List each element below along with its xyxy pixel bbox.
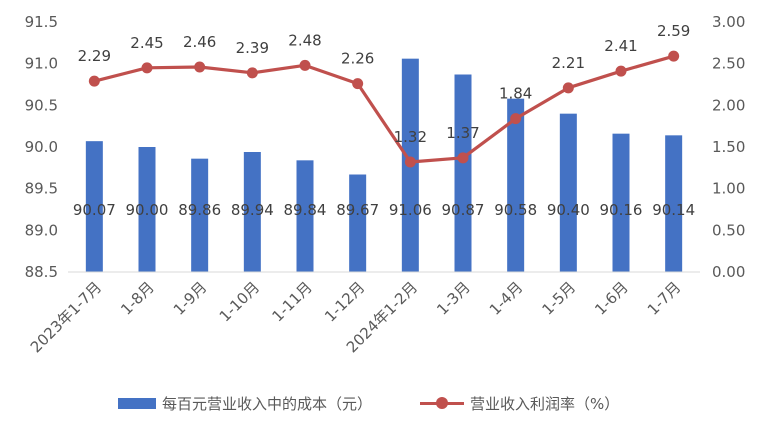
legend-item-margin: 营业收入利润率（%）: [420, 388, 619, 418]
x-axis-tick-label: 1-6月: [591, 278, 632, 319]
bar: [349, 174, 367, 272]
bar: [191, 158, 209, 272]
bar: [85, 141, 103, 272]
line-point: [510, 113, 522, 125]
line-value-label: 2.39: [236, 39, 269, 57]
right-axis-tick-label: 1.50: [712, 138, 745, 156]
legend-label-margin: 营业收入利润率（%）: [470, 394, 620, 413]
bar-value-label: 89.67: [336, 201, 379, 219]
chart-svg: 88.5 89.0 89.5 90.0 90.5 91.0 91.5 0.00 0.50 1.0…: [25, 13, 746, 356]
x-axis-tick-label: 1-8月: [117, 278, 158, 319]
line-value-label: 2.46: [183, 33, 216, 51]
bar: [243, 152, 261, 272]
line-value-label: 2.21: [552, 54, 585, 72]
line-labels-group: 2.29 2.45 2.46 2.39 2.48 2.26 1.32 1.37 1.84 2.21…: [78, 22, 691, 146]
line-series-path: [93, 54, 675, 164]
left-axis-tick-label: 89.5: [25, 180, 58, 198]
bar-value-label: 90.87: [442, 201, 485, 219]
bar-value-label: 90.07: [73, 201, 116, 219]
line-value-label: 2.45: [130, 34, 163, 52]
legend-label-cost: 每百元营业收入中的成本（元）: [162, 394, 373, 413]
bar: [665, 135, 683, 272]
bar: [507, 98, 525, 273]
legend-line-swatch: [420, 396, 464, 410]
right-axis-tick-label: 1.00: [712, 180, 745, 198]
x-axis-tick-label: 1-11月: [268, 278, 315, 325]
bars-group: [85, 58, 683, 273]
line-point: [299, 59, 311, 71]
left-axis-tick-label: 90.5: [25, 96, 58, 114]
bar-labels-group: 90.07 90.00 89.86 89.94 89.84 89.67 91.06 90.87…: [73, 201, 695, 219]
line-value-label: 2.48: [288, 31, 321, 49]
line-value-label: 1.32: [394, 128, 427, 146]
bar-value-label: 89.86: [178, 201, 221, 219]
x-axis-ticks: 2023年1-7月 1-8月 1-9月 1-10月 1-11月 1-12月2024年1-2…: [27, 278, 685, 356]
x-axis-tick-label: 1-12月: [321, 278, 368, 325]
bar: [296, 160, 314, 272]
bar-value-label: 89.84: [284, 201, 327, 219]
x-axis-tick-label: 1-3月: [433, 278, 474, 319]
x-axis-tick-label: 1-4月: [486, 278, 527, 319]
bar: [138, 147, 156, 272]
line-point: [141, 62, 153, 74]
right-axis-ticks: 0.00 0.50 1.00 1.50 2.00 2.50 3.00: [712, 13, 745, 281]
bar: [559, 113, 577, 273]
line-point: [404, 156, 416, 168]
x-axis-tick-label: 1-7月: [644, 278, 685, 319]
left-axis-tick-label: 91.5: [25, 13, 58, 31]
x-axis-tick-label: 1-9月: [170, 278, 211, 319]
line-value-label: 2.59: [657, 22, 690, 40]
bar-value-label: 90.16: [600, 201, 643, 219]
bar-value-label: 90.14: [652, 201, 695, 219]
line-point: [352, 78, 364, 90]
bar-value-label: 89.94: [231, 201, 274, 219]
left-axis-tick-label: 90.0: [25, 138, 58, 156]
bar: [612, 133, 630, 272]
legend: 每百元营业收入中的成本（元） 营业收入利润率（%）: [0, 388, 760, 418]
line-point: [457, 152, 469, 164]
left-axis-ticks: 88.5 89.0 89.5 90.0 90.5 91.0 91.5: [25, 13, 58, 281]
right-axis-tick-label: 2.00: [712, 96, 745, 114]
bar-value-label: 91.06: [389, 201, 432, 219]
line-point: [615, 65, 627, 77]
bar-value-label: 90.40: [547, 201, 590, 219]
line-point: [668, 50, 680, 62]
line-point: [562, 82, 574, 94]
line-value-label: 2.29: [78, 47, 111, 65]
line-point: [88, 75, 100, 87]
line-value-label: 1.84: [499, 85, 532, 103]
x-axis-tick-label: 1-10月: [216, 278, 263, 325]
right-axis-tick-label: 0.50: [712, 221, 745, 239]
right-axis-tick-label: 3.00: [712, 13, 745, 31]
line-value-label: 2.41: [604, 37, 637, 55]
legend-bar-swatch: [118, 397, 156, 409]
bar-value-label: 90.00: [126, 201, 169, 219]
x-axis-tick-label: 1-5月: [539, 278, 580, 319]
line-series-group: [88, 50, 680, 168]
bar-value-label: 90.58: [494, 201, 537, 219]
left-axis-tick-label: 88.5: [25, 263, 58, 281]
line-value-label: 1.37: [446, 124, 479, 142]
left-axis-tick-label: 91.0: [25, 55, 58, 73]
line-value-label: 2.26: [341, 50, 374, 68]
left-axis-tick-label: 89.0: [25, 221, 58, 239]
bar: [454, 74, 472, 272]
line-point: [194, 61, 206, 73]
x-axis-tick-label: 2023年1-7月: [27, 278, 105, 356]
line-point: [246, 67, 258, 79]
legend-item-cost: 每百元营业收入中的成本（元）: [118, 388, 372, 418]
right-axis-tick-label: 0.00: [712, 263, 745, 281]
right-axis-tick-label: 2.50: [712, 55, 745, 73]
